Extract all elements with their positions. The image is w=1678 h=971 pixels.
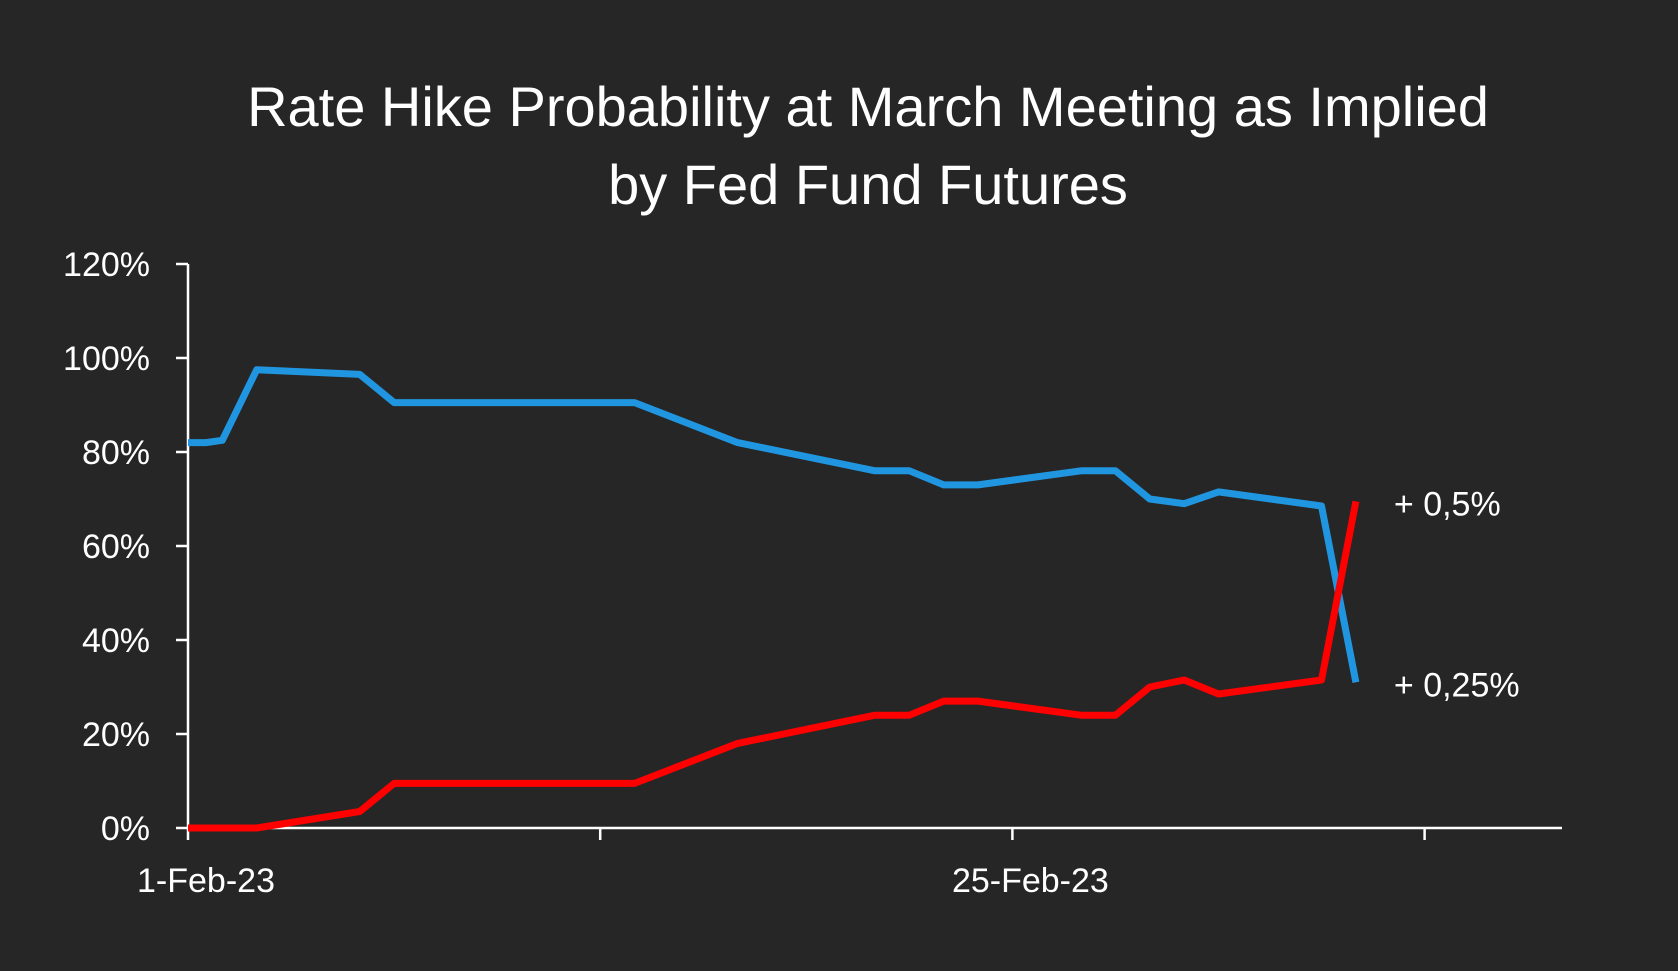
y-tick-label-1: 20% bbox=[82, 716, 150, 754]
series-lines bbox=[188, 366, 1360, 832]
axes bbox=[176, 262, 1562, 840]
chart-title-line-2: by Fed Fund Futures bbox=[608, 153, 1128, 216]
x-axis-tick-labels: 1-Feb-23 25-Feb-23 bbox=[137, 862, 1109, 900]
y-tick-label-3: 60% bbox=[82, 528, 150, 566]
y-tick-label-0: 0% bbox=[101, 810, 150, 848]
series-line-0 bbox=[188, 366, 1360, 683]
y-tick-label-6: 120% bbox=[63, 246, 150, 284]
y-tick-label-2: 40% bbox=[82, 622, 150, 660]
series-end-label-1: + 0,5% bbox=[1394, 485, 1501, 523]
chart-title-line-1: Rate Hike Probability at March Meeting a… bbox=[247, 75, 1489, 138]
series-line-1 bbox=[188, 500, 1360, 832]
x-tick-label-1: 25-Feb-23 bbox=[952, 862, 1109, 900]
series-end-label-0: + 0,25% bbox=[1394, 666, 1520, 704]
x-tick-label-0: 1-Feb-23 bbox=[137, 862, 275, 900]
y-tick-label-4: 80% bbox=[82, 434, 150, 472]
series-end-labels: + 0,25% + 0,5% bbox=[1394, 485, 1520, 704]
y-tick-label-5: 100% bbox=[63, 340, 150, 378]
y-axis-tick-labels: 0% 20% 40% 60% 80% 100% 120% bbox=[63, 246, 150, 848]
